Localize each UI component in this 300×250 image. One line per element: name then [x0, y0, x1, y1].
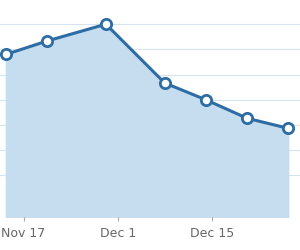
Point: [203, 98, 208, 102]
Point: [286, 127, 291, 131]
Point: [103, 23, 108, 27]
Point: [4, 53, 8, 57]
Point: [45, 40, 50, 44]
Point: [245, 117, 250, 121]
Point: [162, 82, 167, 86]
